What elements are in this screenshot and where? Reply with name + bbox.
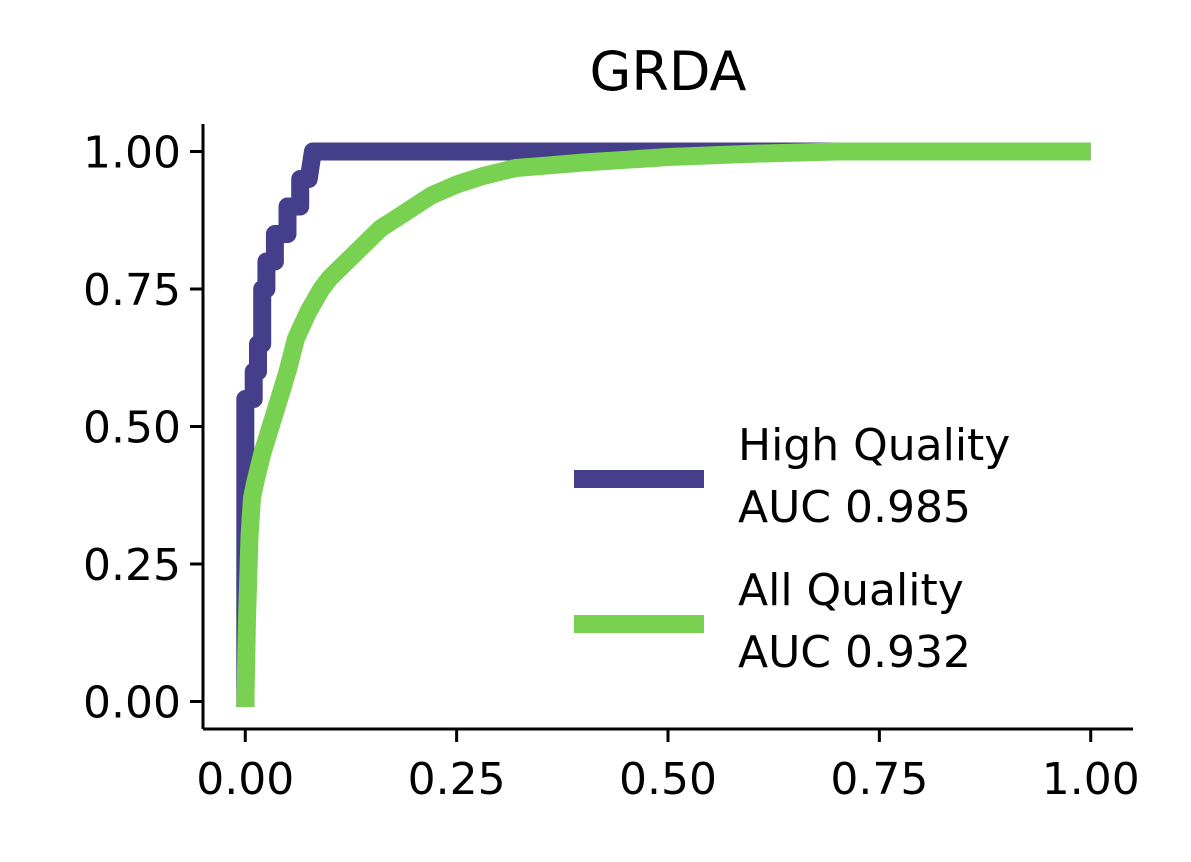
chart-title: GRDA bbox=[590, 40, 747, 103]
x-tick-label: 0.00 bbox=[196, 754, 294, 805]
x-tick-label: 0.75 bbox=[830, 754, 928, 805]
legend-label: All Quality bbox=[738, 565, 964, 616]
y-tick-label: 0.25 bbox=[83, 540, 181, 591]
legend-label: AUC 0.985 bbox=[738, 482, 971, 533]
series-line-0 bbox=[236, 142, 1091, 707]
x-tick-label: 0.25 bbox=[408, 754, 506, 805]
x-tick-label: 1.00 bbox=[1042, 754, 1140, 805]
y-tick-label: 0.50 bbox=[83, 403, 181, 454]
plot-lines bbox=[236, 142, 1091, 708]
x-tick-label: 0.50 bbox=[619, 754, 717, 805]
y-tick-label: 1.00 bbox=[83, 128, 181, 179]
y-tick-label: 0.75 bbox=[83, 265, 181, 316]
series-line-1 bbox=[236, 142, 1091, 708]
y-tick-label: 0.00 bbox=[83, 678, 181, 729]
y-ticks: 0.00 0.25 0.50 0.75 1.00 bbox=[83, 128, 203, 729]
x-ticks: 0.00 0.25 0.50 0.75 1.00 bbox=[196, 729, 1140, 805]
legend-label: AUC 0.932 bbox=[738, 627, 971, 678]
axes: 0.00 0.25 0.50 0.75 1.00 0.00 0.25 0.50 0.75 1.0… bbox=[83, 124, 1140, 805]
legend-label: High Quality bbox=[738, 420, 1010, 471]
legend: High Quality AUC 0.985 All Quality AUC 0.93… bbox=[574, 420, 1010, 678]
